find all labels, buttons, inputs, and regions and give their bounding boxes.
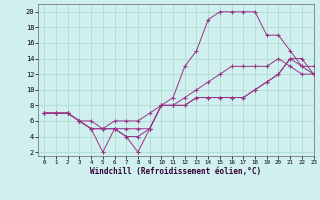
X-axis label: Windchill (Refroidissement éolien,°C): Windchill (Refroidissement éolien,°C) [91,167,261,176]
